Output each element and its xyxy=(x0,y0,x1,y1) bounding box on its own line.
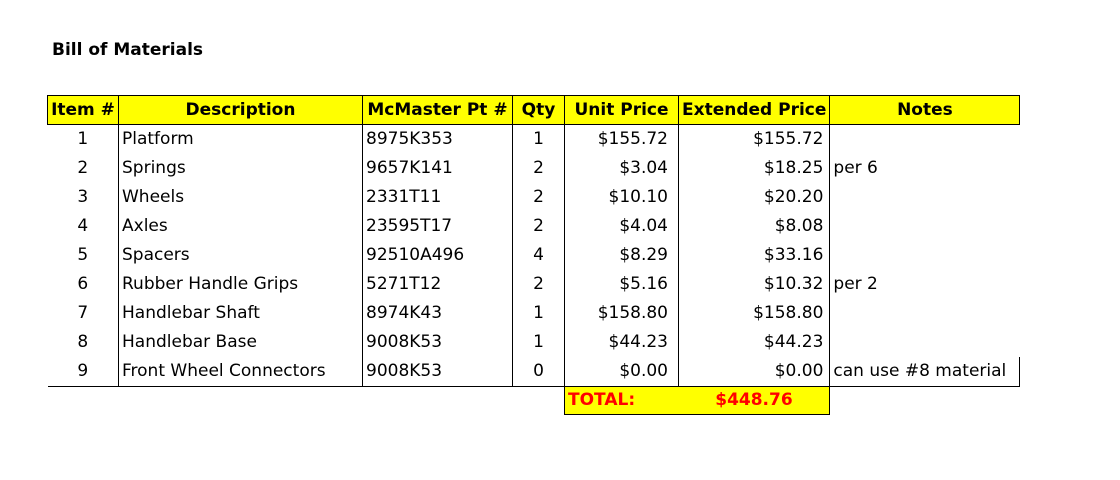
item-number-cell: 3 xyxy=(47,183,119,212)
total-label: TOTAL: xyxy=(564,386,679,415)
unit-price-cell: $44.23 xyxy=(564,328,679,357)
extended-price-cell: $33.16 xyxy=(678,241,831,270)
description-cell: Handlebar Base xyxy=(118,328,363,357)
spacer-cell xyxy=(119,387,363,415)
item-number-cell: 6 xyxy=(47,270,119,299)
item-number-cell: 9 xyxy=(47,357,119,387)
qty-cell: 1 xyxy=(512,124,565,154)
spacer-cell xyxy=(513,387,565,415)
table-row: 3 Wheels 2331T11 2 $10.10 $20.20 xyxy=(47,183,1020,212)
item-number-cell: 5 xyxy=(47,241,119,270)
unit-price-cell: $8.29 xyxy=(564,241,679,270)
notes-cell xyxy=(830,328,1020,357)
extended-price-cell: $10.32 xyxy=(678,270,831,299)
extended-price-cell: $18.25 xyxy=(678,154,831,183)
table-row: 5 Spacers 92510A496 4 $8.29 $33.16 xyxy=(47,241,1020,270)
total-row: TOTAL: $448.76 xyxy=(48,386,1020,415)
qty-cell: 2 xyxy=(512,183,565,212)
qty-cell: 2 xyxy=(512,212,565,241)
part-number-cell: 23595T17 xyxy=(362,212,513,241)
item-number-cell: 4 xyxy=(47,212,119,241)
table-row: 8 Handlebar Base 9008K53 1 $44.23 $44.23 xyxy=(47,328,1020,357)
header-row: Item # Description McMaster Pt # Qty Uni… xyxy=(47,95,1021,125)
notes-cell xyxy=(830,241,1020,270)
extended-price-cell: $44.23 xyxy=(678,328,831,357)
notes-cell xyxy=(830,212,1020,241)
total-value: $448.76 xyxy=(678,386,831,415)
table-row: 9 Front Wheel Connectors 9008K53 0 $0.00… xyxy=(47,357,1021,387)
table-row: 7 Handlebar Shaft 8974K43 1 $158.80 $158… xyxy=(47,299,1020,328)
column-header-unit-price: Unit Price xyxy=(564,95,679,125)
qty-cell: 1 xyxy=(512,328,565,357)
table-row: 1 Platform 8975K353 1 $155.72 $155.72 xyxy=(47,124,1020,155)
description-cell: Spacers xyxy=(118,241,363,270)
item-number-cell: 2 xyxy=(47,154,119,183)
column-header-qty: Qty xyxy=(512,95,565,125)
notes-cell xyxy=(830,183,1020,212)
description-cell: Platform xyxy=(118,124,363,154)
unit-price-cell: $10.10 xyxy=(564,183,679,212)
item-number-cell: 8 xyxy=(47,328,119,357)
notes-cell: per 6 xyxy=(833,158,878,178)
notes-cell: can use #8 material xyxy=(829,357,1021,387)
bill-of-materials-table: Item # Description McMaster Pt # Qty Uni… xyxy=(47,95,1021,415)
part-number-cell: 8974K43 xyxy=(362,299,513,328)
extended-price-cell: $8.08 xyxy=(678,212,831,241)
description-cell: Wheels xyxy=(118,183,363,212)
unit-price-cell: $3.04 xyxy=(564,154,679,183)
unit-price-cell: $158.80 xyxy=(564,299,679,328)
unit-price-cell: $0.00 xyxy=(564,357,679,387)
part-number-cell: 8975K353 xyxy=(362,124,513,154)
extended-price-cell: $0.00 xyxy=(678,357,831,387)
unit-price-cell: $5.16 xyxy=(564,270,679,299)
unit-price-cell: $155.72 xyxy=(564,124,679,154)
description-cell: Springs xyxy=(118,154,363,183)
description-cell: Rubber Handle Grips xyxy=(118,270,363,299)
notes-cell xyxy=(830,299,1020,328)
description-cell: Front Wheel Connectors xyxy=(118,357,363,387)
qty-cell: 1 xyxy=(512,299,565,328)
qty-cell: 0 xyxy=(512,357,565,387)
extended-price-cell: $158.80 xyxy=(678,299,831,328)
part-number-cell: 9657K141 xyxy=(362,154,513,183)
column-header-item: Item # xyxy=(47,95,119,125)
extended-price-cell: $155.72 xyxy=(678,124,831,154)
notes-cell: per 2 xyxy=(833,274,878,294)
spacer-cell xyxy=(830,387,1020,415)
part-number-cell: 9008K53 xyxy=(362,328,513,357)
qty-cell: 2 xyxy=(512,270,565,299)
page-title: Bill of Materials xyxy=(52,40,204,60)
part-number-cell: 5271T12 xyxy=(362,270,513,299)
table-row: 2 Springs 9657K141 2 $3.04 $18.25 per 6 xyxy=(47,154,1020,183)
item-number-cell: 7 xyxy=(47,299,119,328)
description-cell: Handlebar Shaft xyxy=(118,299,363,328)
description-cell: Axles xyxy=(118,212,363,241)
unit-price-cell: $4.04 xyxy=(564,212,679,241)
spacer-cell xyxy=(363,387,513,415)
spacer-cell xyxy=(48,387,119,415)
part-number-cell: 2331T11 xyxy=(362,183,513,212)
table-row: 4 Axles 23595T17 2 $4.04 $8.08 xyxy=(47,212,1020,241)
qty-cell: 4 xyxy=(512,241,565,270)
extended-price-cell: $20.20 xyxy=(678,183,831,212)
column-header-part: McMaster Pt # xyxy=(362,95,513,125)
qty-cell: 2 xyxy=(512,154,565,183)
column-header-notes: Notes xyxy=(829,95,1021,125)
part-number-cell: 9008K53 xyxy=(362,357,513,387)
notes-cell xyxy=(830,125,1020,155)
table-row: 6 Rubber Handle Grips 5271T12 2 $5.16 $1… xyxy=(47,270,1020,299)
column-header-description: Description xyxy=(118,95,363,125)
part-number-cell: 92510A496 xyxy=(362,241,513,270)
column-header-extended-price: Extended Price xyxy=(677,95,831,125)
item-number-cell: 1 xyxy=(47,124,119,154)
